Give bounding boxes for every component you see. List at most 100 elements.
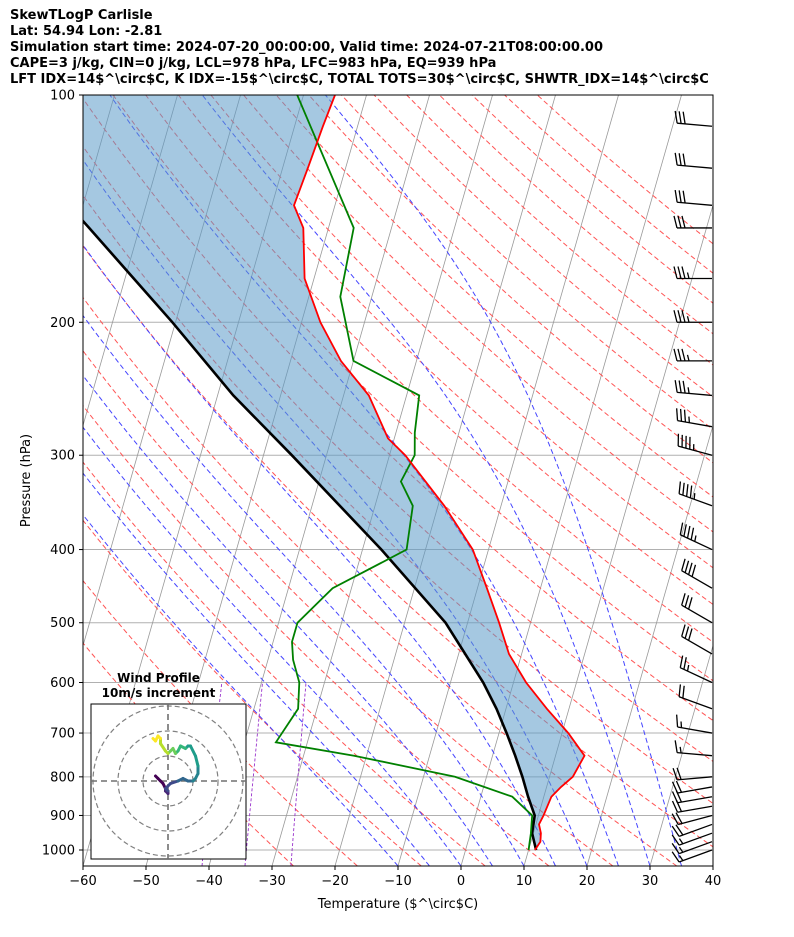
hodograph-segment: [151, 737, 157, 743]
wind-barb: [671, 832, 713, 846]
wind-barb: [671, 823, 713, 838]
wind-barb-feather: [677, 348, 682, 362]
wind-barb-feather: [682, 111, 686, 125]
wind-barb-feather: [690, 527, 695, 540]
wind-barb-staff: [677, 391, 713, 397]
dry-adiabat-line: [112, 95, 713, 682]
y-tick-label: 400: [50, 543, 75, 558]
wind-barb-feather: [683, 657, 687, 670]
time-line: Simulation start time: 2024-07-20_00:00:…: [10, 40, 603, 55]
wind-barb-half-feather: [678, 838, 684, 845]
wind-barb-half-feather: [687, 387, 690, 394]
wind-barb-staff: [677, 201, 713, 206]
wind-barb-half-feather: [679, 746, 682, 754]
wind-barb-feather: [671, 834, 680, 846]
wind-barb-staff: [678, 849, 713, 863]
hodograph-segment: [194, 754, 200, 768]
y-tick-label: 200: [50, 316, 75, 331]
wind-barb-feather: [673, 215, 678, 229]
wind-barb-feather: [683, 524, 687, 537]
wind-barb-feather: [678, 190, 682, 203]
wind-barb-feather: [671, 825, 680, 837]
wind-barb-feather: [689, 485, 693, 498]
wind-barb-half-feather: [686, 316, 690, 323]
wind-barb-staff: [681, 570, 713, 589]
dry-adiabat-line: [145, 95, 713, 643]
wind-barb-feather: [673, 266, 678, 279]
hodograph-title: Wind Profile: [117, 671, 200, 685]
moist-adiabat-line: [83, 314, 525, 866]
dry-adiabat-line: [177, 95, 713, 606]
wind-barb: [674, 740, 713, 757]
wind-barb-staff: [677, 786, 713, 794]
x-tick-label: −60: [69, 874, 96, 889]
dry-adiabat-line: [83, 461, 486, 866]
hodograph-plot: [91, 704, 246, 859]
wind-barb-staff: [677, 776, 713, 781]
wind-barb-staff: [678, 832, 713, 846]
wind-barb-staff: [681, 635, 713, 655]
isotherm-line: [649, 644, 713, 866]
wind-barb-feather: [671, 813, 679, 825]
wind-barb-feather: [674, 189, 678, 203]
wind-barb-half-feather: [693, 493, 696, 500]
wind-barb-staff: [678, 493, 713, 507]
wind-barb-feather: [678, 380, 682, 393]
wind-barb-staff: [681, 604, 713, 624]
dry-adiabat-line: [406, 95, 713, 366]
wind-barb-feather: [682, 685, 685, 699]
dewpoint-profile-line: [274, 95, 534, 851]
wind-barb: [672, 767, 713, 781]
wind-barb: [674, 152, 713, 169]
wind-barb: [678, 684, 713, 710]
y-tick-label: 700: [50, 727, 75, 742]
wind-barb-feather: [687, 628, 693, 641]
mixing-ratio-line: [290, 682, 307, 866]
wind-barb-half-feather: [686, 354, 690, 362]
wind-barb-feather: [672, 767, 678, 781]
wind-barb-feather: [673, 310, 678, 323]
isotherm-line: [334, 95, 556, 866]
dry-adiabat-line: [83, 519, 422, 866]
wind-barb: [676, 714, 713, 734]
wind-barb-feather: [679, 522, 684, 535]
wind-barb: [677, 433, 713, 456]
wind-barb-staff: [678, 823, 713, 838]
wind-barb-feather: [684, 626, 690, 639]
wind-barb-feather: [678, 481, 682, 494]
wind-barb: [673, 310, 712, 323]
moist-adiabat-line: [83, 426, 462, 866]
wind-barb: [671, 849, 713, 863]
wind-barb-feather: [687, 562, 693, 575]
moist-adiabat-line: [83, 472, 430, 866]
wind-barb-feather: [671, 851, 680, 863]
wind-barb-feather: [681, 348, 686, 362]
wind-barb-feather: [673, 348, 678, 362]
wind-barb-feather: [681, 215, 686, 229]
wind-barb-feather: [682, 482, 685, 496]
wind-barb-feather: [687, 597, 693, 610]
wind-barb-staff: [677, 122, 713, 127]
wind-barb-feather: [674, 110, 678, 124]
wind-barb: [673, 266, 712, 280]
wind-barb-feather: [682, 153, 686, 166]
wind-barb: [671, 812, 713, 826]
mixing-ratio-line: [244, 682, 263, 866]
y-axis-label: Pressure (hPa): [19, 434, 34, 527]
wind-barb-feather: [674, 740, 678, 753]
dry-adiabat-line: [341, 95, 713, 431]
wind-barb-feather: [679, 655, 684, 668]
y-tick-label: 100: [50, 89, 75, 104]
wind-barb-staff: [680, 534, 713, 551]
dry-adiabat-line: [83, 245, 713, 848]
isotherm-line: [586, 423, 713, 866]
wind-barb: [674, 189, 713, 206]
x-tick-label: −30: [258, 874, 285, 889]
dry-adiabat-line: [210, 95, 713, 569]
wind-barb-feather: [675, 824, 684, 836]
wind-barb-feather: [686, 525, 691, 539]
wind-barb-feather: [684, 595, 690, 608]
wind-barbs: [671, 110, 713, 863]
dry-adiabat-line: [83, 579, 358, 866]
cape-shading: [83, 95, 585, 850]
